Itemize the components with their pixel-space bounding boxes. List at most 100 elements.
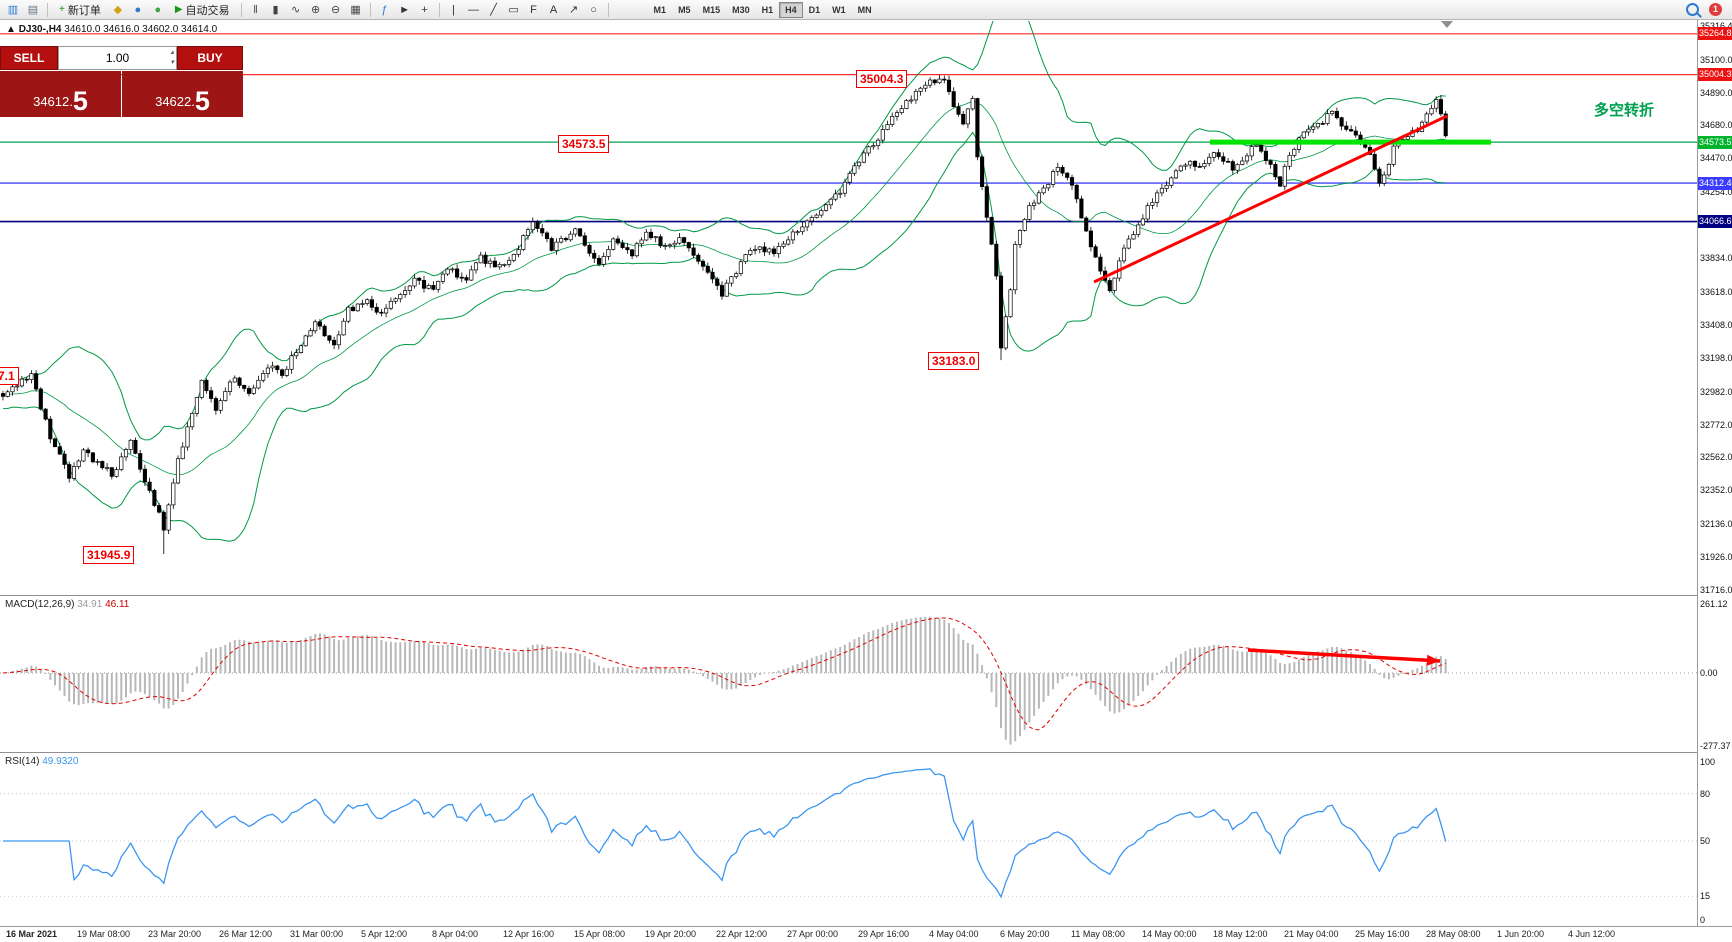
timeframe-toolbar: M1 M5 M15 M30 H1 H4 D1 W1 MN: [648, 1, 878, 18]
autotrade-button[interactable]: ▶ 自动交易: [169, 1, 236, 19]
shapes-icon[interactable]: ○: [590, 3, 597, 16]
macd-scale-label: -277.37: [1700, 741, 1731, 752]
bollinger-upper: [2, 21, 1446, 441]
pane-separator-rsi[interactable]: [0, 752, 1697, 753]
time-axis-label: 27 Apr 00:00: [787, 929, 839, 939]
rsi-scale-label: 80: [1700, 788, 1711, 799]
toolbar-separator: [47, 2, 48, 17]
timeframe-w1[interactable]: W1: [826, 2, 852, 18]
one-click-trading-panel: SELL 1.00 ▴ ▾ BUY 34612. 5 34622. 5: [0, 46, 243, 117]
macd-arrow[interactable]: [1247, 648, 1441, 663]
price-callout-31945.9[interactable]: 31945.9: [83, 546, 135, 564]
sell-button[interactable]: SELL: [0, 46, 58, 70]
buy-price-big: 5: [194, 86, 210, 117]
timeframe-m15[interactable]: M15: [697, 2, 727, 18]
market-icon[interactable]: ●: [134, 3, 142, 16]
new-chart-icon[interactable]: ▥: [7, 3, 19, 16]
cursor-icon[interactable]: ►: [399, 3, 410, 16]
bollinger-lower: [2, 131, 1446, 542]
price-scale-label: 35316.4: [1700, 20, 1732, 31]
volume-stepper[interactable]: ▴ ▾: [170, 48, 174, 68]
candlesticks: [0, 74, 1448, 554]
notification-badge[interactable]: 1: [1709, 3, 1722, 16]
price-callout-35004.3[interactable]: 35004.3: [856, 70, 908, 88]
bar-chart-icon[interactable]: ‖: [253, 3, 258, 16]
signals-icon[interactable]: ●: [154, 3, 162, 16]
pane-separator-macd[interactable]: [0, 595, 1697, 596]
volume-field[interactable]: 1.00 ▴ ▾: [58, 46, 177, 70]
chart-profiles-icon[interactable]: ▤: [27, 3, 39, 16]
price-scale-label: 31926.0: [1700, 552, 1732, 563]
horizontal-line-icon[interactable]: —: [468, 3, 480, 16]
time-axis[interactable]: 16 Mar 2021 19 Mar 08:00 23 Mar 20:00 26 Ma…: [0, 926, 1732, 942]
text-icon[interactable]: A: [549, 3, 558, 16]
indicators-icon[interactable]: ƒ: [381, 3, 388, 16]
buy-price[interactable]: 34622. 5: [122, 71, 243, 117]
arrow-icon[interactable]: ↗: [568, 3, 579, 16]
reversal-annotation[interactable]: 多空转折: [1592, 99, 1657, 120]
timeframe-m1[interactable]: M1: [648, 2, 673, 18]
price-marker-35264.8: 35264.8: [1698, 27, 1732, 41]
time-axis-label: 19 Mar 08:00: [77, 929, 131, 939]
spin-down-icon[interactable]: ▾: [170, 58, 174, 66]
rsi-title: RSI(14): [5, 756, 40, 767]
buy-price-small: 34622.: [155, 94, 195, 109]
trendline-icon[interactable]: ╱: [490, 3, 497, 16]
toolbar-separator: [240, 2, 242, 17]
macd-scale-label: 261.12: [1700, 599, 1728, 609]
time-axis-label: 31 Mar 00:00: [290, 929, 344, 939]
price-callout-34573.5[interactable]: 34573.5: [558, 135, 610, 153]
time-axis-label: 25 May 16:00: [1355, 929, 1410, 939]
price-callout-7.1[interactable]: 7.1: [0, 367, 19, 385]
buy-button[interactable]: BUY: [177, 46, 243, 70]
macd-scale-label: 0.00: [1700, 668, 1718, 678]
price-marker-34573.5: 34573.5: [1698, 135, 1732, 149]
time-axis-label: 18 May 12:00: [1213, 929, 1268, 939]
time-axis-label: 15 Apr 08:00: [574, 929, 626, 939]
zoom-out-icon[interactable]: ⊖: [330, 3, 341, 16]
rsi-scale-label: 100: [1700, 757, 1716, 767]
timeframe-m30[interactable]: M30: [726, 2, 756, 18]
trendline[interactable]: [1093, 114, 1448, 284]
search-icon[interactable]: [1686, 3, 1699, 16]
time-axis-label: 22 Apr 12:00: [716, 929, 768, 939]
tile-windows-icon[interactable]: ▦: [350, 3, 361, 16]
vertical-line-icon[interactable]: |: [452, 3, 455, 16]
sell-price-big: 5: [72, 86, 88, 117]
timeframe-h1[interactable]: H1: [756, 2, 780, 18]
chart-shift-marker[interactable]: [1441, 21, 1453, 28]
rsi-scale-label: 15: [1700, 891, 1711, 902]
price-callout-33183.0[interactable]: 33183.0: [928, 352, 980, 370]
crosshair-icon[interactable]: +: [421, 3, 428, 16]
fibonacci-icon[interactable]: F: [530, 3, 537, 16]
price-scale-label: 33834.0: [1700, 253, 1732, 264]
arrow-head-icon: [1426, 654, 1440, 666]
time-axis-label: 29 Apr 16:00: [858, 929, 910, 939]
time-axis-label: 5 Apr 12:00: [361, 929, 408, 939]
sell-price-small: 34612.: [33, 94, 73, 109]
metaeditor-icon[interactable]: ◆: [113, 3, 123, 16]
time-axis-label: 11 May 08:00: [1071, 929, 1125, 939]
channel-icon[interactable]: ▭: [508, 3, 519, 16]
line-chart-icon[interactable]: ∿: [290, 3, 301, 16]
spin-up-icon[interactable]: ▴: [170, 49, 174, 56]
rsi-pane: [0, 768, 1697, 899]
candlestick-icon[interactable]: ▮: [272, 3, 279, 16]
new-order-button[interactable]: + 新订单: [53, 1, 107, 19]
timeframe-d1[interactable]: D1: [803, 2, 827, 18]
timeframe-m5[interactable]: M5: [672, 2, 697, 18]
new-order-button-label: 新订单: [67, 4, 101, 17]
time-axis-label: 12 Apr 16:00: [503, 929, 555, 939]
volume-value: 1.00: [105, 51, 130, 65]
zoom-in-icon[interactable]: ⊕: [310, 3, 321, 16]
timeframe-mn[interactable]: MN: [852, 2, 878, 18]
price-scale-label: 33198.0: [1700, 352, 1732, 363]
price-axis[interactable]: 35316.4 35100.0 34890.0 34680.0 34470.0 34254…: [1697, 20, 1732, 942]
sell-price[interactable]: 34612. 5: [0, 71, 121, 117]
time-axis-label: 1 Jun 20:00: [1497, 929, 1545, 939]
toolbar-separator: [438, 2, 440, 17]
timeframe-h4[interactable]: H4: [779, 1, 803, 18]
